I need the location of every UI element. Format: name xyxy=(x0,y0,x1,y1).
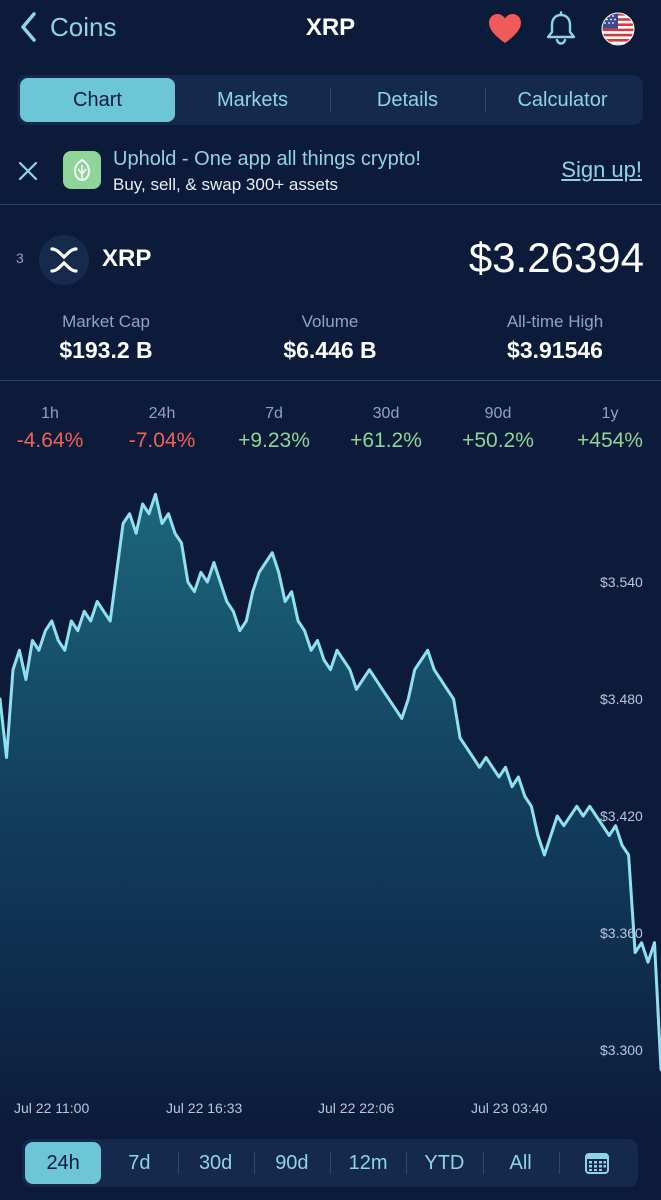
range-90d[interactable]: 90d xyxy=(253,1142,330,1184)
coin-rank: 3 xyxy=(16,250,24,266)
range-label: All xyxy=(509,1151,532,1174)
range-7d[interactable]: 7d xyxy=(101,1142,177,1184)
stat-label: All-time High xyxy=(506,312,604,331)
x-axis-tick-label: Jul 23 03:40 xyxy=(471,1100,547,1116)
stat-volume: Volume $6.446 B xyxy=(230,310,430,366)
us-flag-icon[interactable] xyxy=(600,11,636,47)
stat-value: $3.91546 xyxy=(507,337,603,363)
promo-banner: Uphold - One app all things crypto! Buy,… xyxy=(0,140,661,204)
change-7d: 7d +9.23% xyxy=(224,402,324,456)
change-1h: 1h -4.64% xyxy=(0,402,100,456)
coin-name: XRP xyxy=(102,245,152,272)
tab-markets[interactable]: Markets xyxy=(216,88,289,111)
change-value: -7.04% xyxy=(128,429,196,452)
chevron-left-icon xyxy=(21,12,36,42)
coin-price: $3.26394 xyxy=(468,234,644,281)
view-tabs: Chart Markets Details Calculator xyxy=(17,75,643,125)
range-label: 7d xyxy=(128,1151,151,1174)
change-90d: 90d +50.2% xyxy=(448,402,548,456)
y-axis-tick-label: $3.360 xyxy=(600,925,643,941)
uphold-logo-icon xyxy=(63,151,101,189)
banner-title: Uphold - One app all things crypto! xyxy=(113,148,421,170)
stat-market-cap: Market Cap $193.2 B xyxy=(6,310,206,366)
range-label: YTD xyxy=(424,1151,465,1174)
range-label: 90d xyxy=(275,1151,309,1174)
change-period: 7d xyxy=(265,405,283,422)
change-period: 30d xyxy=(372,405,400,422)
tab-details[interactable]: Details xyxy=(330,78,485,122)
range-label: 30d xyxy=(198,1151,233,1174)
change-period: 24h xyxy=(148,405,176,422)
price-line xyxy=(0,492,661,1071)
x-axis-tick-label: Jul 22 22:06 xyxy=(318,1100,394,1116)
stat-label: Market Cap xyxy=(62,312,150,331)
change-1y: 1y +454% xyxy=(560,402,660,456)
change-30d: 30d +61.2% xyxy=(336,402,436,456)
change-24h: 24h -7.04% xyxy=(112,402,212,456)
stat-all-time-high: All-time High $3.91546 xyxy=(455,310,655,366)
banner-subtitle: Buy, sell, & swap 300+ assets xyxy=(113,175,339,194)
price-area xyxy=(0,494,661,1130)
change-period: 1h xyxy=(41,405,59,422)
stat-label: Volume xyxy=(301,312,359,331)
back-button[interactable]: Coins xyxy=(18,10,116,44)
bell-icon[interactable] xyxy=(543,11,579,47)
change-value: +61.2% xyxy=(350,429,422,452)
y-axis-tick-label: $3.300 xyxy=(600,1042,643,1058)
range-24h[interactable]: 24h xyxy=(25,1142,102,1184)
stat-value: $193.2 B xyxy=(59,337,153,363)
sign-up-link[interactable]: Sign up! xyxy=(561,157,642,182)
app-header: Coins XRP xyxy=(0,0,661,58)
close-icon[interactable] xyxy=(15,158,41,184)
change-period: 1y xyxy=(601,405,619,422)
stat-value: $6.446 B xyxy=(283,337,377,363)
range-30d[interactable]: 30d xyxy=(177,1142,254,1184)
tab-calculator[interactable]: Calculator xyxy=(485,78,640,122)
y-axis-tick-label: $3.540 xyxy=(600,574,643,590)
range-ytd[interactable]: YTD xyxy=(406,1142,482,1184)
change-value: +454% xyxy=(577,429,643,452)
change-value: +50.2% xyxy=(462,429,534,452)
range-12m[interactable]: 12m xyxy=(330,1142,406,1184)
x-axis-tick-label: Jul 22 11:00 xyxy=(14,1100,89,1116)
change-period: 90d xyxy=(484,405,512,422)
y-axis-tick-label: $3.480 xyxy=(600,691,643,707)
x-axis-tick-label: Jul 22 16:33 xyxy=(166,1100,242,1116)
xrp-logo-icon xyxy=(39,235,89,285)
back-label: Coins xyxy=(50,12,117,42)
y-axis-tick-label: $3.420 xyxy=(600,808,643,824)
range-label: 12m xyxy=(348,1151,388,1174)
divider xyxy=(0,204,661,205)
tab-chart[interactable]: Chart xyxy=(20,78,175,122)
range-all[interactable]: All xyxy=(482,1142,559,1184)
range-selector: 24h 7d 30d 90d 12m YTD All xyxy=(22,1139,638,1187)
change-value: -4.64% xyxy=(16,429,84,452)
range-label: 24h xyxy=(46,1151,80,1174)
price-chart[interactable]: $3.540 $3.480 $3.420 $3.360 $3.300 Jul 22 11… xyxy=(0,470,661,1130)
change-value: +9.23% xyxy=(238,429,310,452)
heart-icon[interactable] xyxy=(487,11,523,47)
calendar-icon[interactable] xyxy=(558,1142,635,1184)
divider xyxy=(0,380,661,381)
